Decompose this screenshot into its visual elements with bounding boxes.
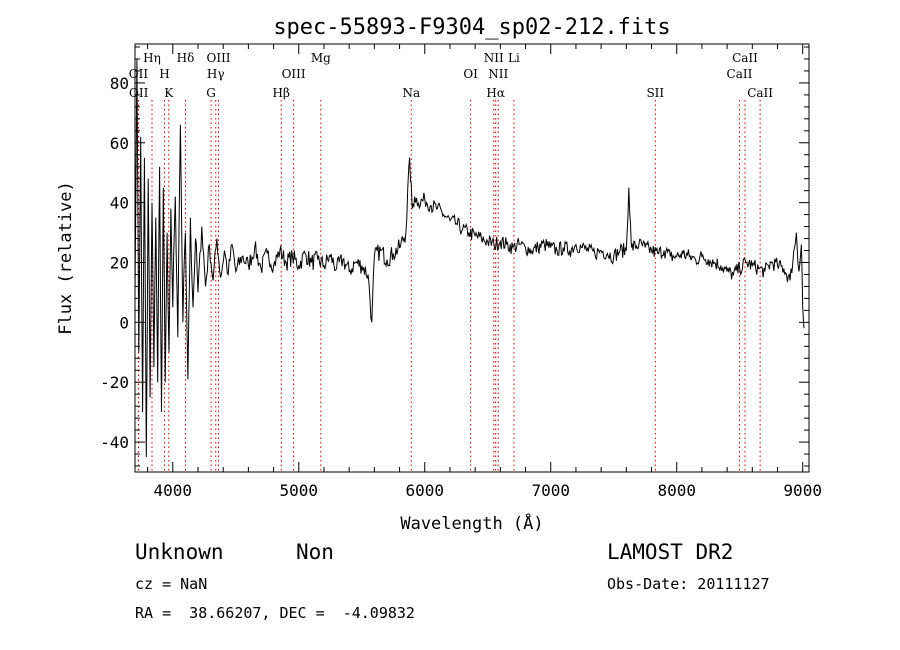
marker-label-17: Li bbox=[508, 51, 520, 65]
chart-title: spec-55893-F9304_sp02-212.fits bbox=[273, 15, 670, 40]
spectrum-plot-area bbox=[134, 58, 805, 458]
marker-label-6: OIII bbox=[206, 51, 230, 65]
marker-label-21: CaII bbox=[747, 86, 773, 100]
y-tick-label-3: 20 bbox=[110, 253, 129, 272]
y-axis-label: Flux (relative) bbox=[56, 181, 76, 335]
y-tick-label-5: 60 bbox=[110, 134, 129, 153]
marker-label-4: K bbox=[164, 86, 174, 100]
x-tick-label-3: 7000 bbox=[531, 481, 570, 500]
spectral-line-markers: OII OII Hη HK Hδ OIII Hγ G Hβ OIII Mg Na OI NII NII Hα L… bbox=[129, 51, 773, 472]
marker-label-12: Na bbox=[402, 86, 420, 100]
y-tick-label-6: 80 bbox=[110, 74, 129, 93]
x-axis-label: Wavelength (Å) bbox=[400, 512, 543, 534]
spectral-subclass: Non bbox=[296, 540, 334, 564]
x-tick-label-4: 8000 bbox=[657, 481, 696, 500]
marker-label-16: Hα bbox=[486, 86, 505, 100]
observation-date: Obs-Date: 20111127 bbox=[607, 575, 770, 593]
y-tick-label-4: 40 bbox=[110, 194, 129, 213]
marker-label-18: SII bbox=[646, 86, 664, 100]
x-tick-label-1: 5000 bbox=[280, 481, 319, 500]
marker-label-8: G bbox=[206, 86, 216, 100]
marker-label-10: OIII bbox=[282, 67, 306, 81]
marker-label-5: Hδ bbox=[177, 51, 195, 65]
x-tick-label-5: 9000 bbox=[783, 481, 822, 500]
y-tick-label-0: -40 bbox=[100, 433, 129, 452]
marker-label-20: CaII bbox=[732, 51, 758, 65]
marker-label-1: OII bbox=[129, 86, 149, 100]
axes: 4000 5000 6000 7000 8000 9000 -40 -20 0 20 40 60 80 bbox=[100, 44, 822, 500]
spectrum-line bbox=[134, 58, 805, 458]
marker-label-14: NII bbox=[484, 51, 504, 65]
marker-label-7: Hγ bbox=[207, 67, 225, 81]
marker-label-9: Hβ bbox=[273, 86, 290, 100]
marker-label-3: H bbox=[159, 67, 169, 81]
x-tick-label-2: 6000 bbox=[405, 481, 444, 500]
redshift-cz: cz = NaN bbox=[135, 575, 208, 593]
plot-frame bbox=[134, 43, 810, 473]
marker-label-13: OI bbox=[463, 67, 478, 81]
survey-name: LAMOST DR2 bbox=[607, 540, 734, 564]
y-tick-label-2: 0 bbox=[119, 313, 129, 332]
marker-label-2: Hη bbox=[143, 51, 161, 65]
x-tick-label-0: 4000 bbox=[154, 481, 193, 500]
marker-label-0: OII bbox=[129, 67, 149, 81]
y-tick-label-1: -20 bbox=[100, 373, 129, 392]
marker-label-15: NII bbox=[488, 67, 508, 81]
marker-label-11: Mg bbox=[311, 51, 331, 65]
sky-coordinates: RA = 38.66207, DEC = -4.09832 bbox=[135, 604, 415, 622]
marker-label-19: CaII bbox=[727, 67, 753, 81]
spectral-class: Unknown bbox=[135, 540, 224, 564]
